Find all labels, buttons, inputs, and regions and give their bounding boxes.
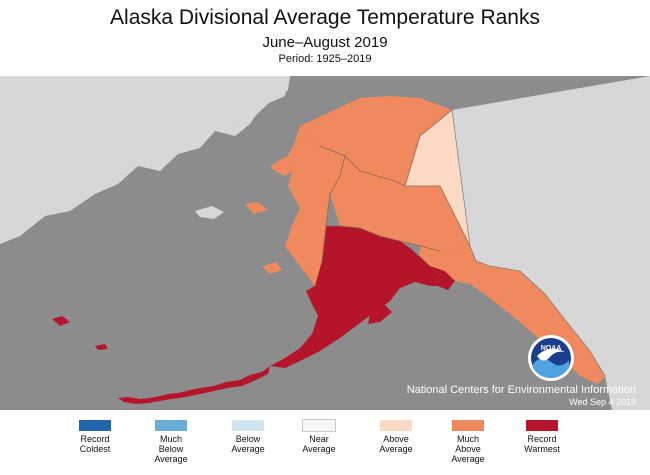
russia-peninsula [210, 76, 290, 126]
division-south-central [270, 226, 440, 368]
near-islands [95, 344, 108, 350]
credit-organization: National Centers for Environmental Infor… [406, 384, 636, 396]
noaa-logo: NOAA [528, 335, 574, 381]
noaa-logo-text: NOAA [541, 345, 562, 352]
legend-label: Near Average [302, 434, 336, 454]
legend-swatch [302, 419, 336, 432]
legend-label: Much Above Average [451, 434, 485, 464]
legend-item-near: Near Average [287, 419, 351, 454]
map-title: Alaska Divisional Average Temperature Ra… [110, 6, 540, 29]
legend-item-record-coldest: Record Coldest [63, 420, 127, 454]
division-west-coast [285, 126, 345, 286]
legend: Record Coldest Much Below Average Below … [0, 419, 650, 470]
legend-swatch [526, 420, 558, 431]
seward-peninsula [270, 156, 292, 176]
kodiak-island [368, 304, 392, 324]
western-aleutian-island [52, 316, 70, 326]
canada-landmass [452, 76, 650, 410]
legend-swatch [380, 420, 412, 431]
aleutian-islands [118, 366, 270, 404]
legend-swatch [232, 420, 264, 431]
division-central-interior [330, 156, 470, 251]
legend-label: Above Average [379, 434, 413, 454]
legend-item-much-above: Much Above Average [436, 420, 500, 464]
us-canada-border [451, 109, 606, 377]
legend-item-above: Above Average [364, 420, 428, 454]
bering-island [245, 202, 268, 214]
legend-label: Record Warmest [524, 434, 560, 454]
map-subtitle: June–August 2019 [262, 34, 388, 51]
st-lawrence-island [195, 206, 224, 219]
russia-landmass [0, 76, 290, 244]
legend-label: Below Average [231, 434, 265, 454]
legend-item-record-warmest: Record Warmest [510, 420, 574, 454]
legend-label: Record Coldest [79, 434, 111, 454]
division-northeast-interior [405, 110, 470, 246]
kenai-peninsula [430, 266, 455, 290]
legend-swatch [155, 420, 187, 431]
alaska-map [0, 76, 650, 410]
legend-swatch [452, 420, 484, 431]
credit-date: Wed Sep 4 2019 [569, 397, 636, 407]
period-label: Period: 1925–2019 [278, 53, 372, 65]
division-borders [319, 109, 471, 262]
division-north-slope [300, 96, 452, 186]
legend-label: Much Below Average [154, 434, 188, 464]
credit-block: National Centers for Environmental Infor… [407, 384, 636, 408]
legend-swatch [79, 420, 111, 431]
legend-item-below: Below Average [216, 420, 280, 454]
legend-item-much-below: Much Below Average [139, 420, 203, 464]
nunivak-island [262, 262, 282, 274]
